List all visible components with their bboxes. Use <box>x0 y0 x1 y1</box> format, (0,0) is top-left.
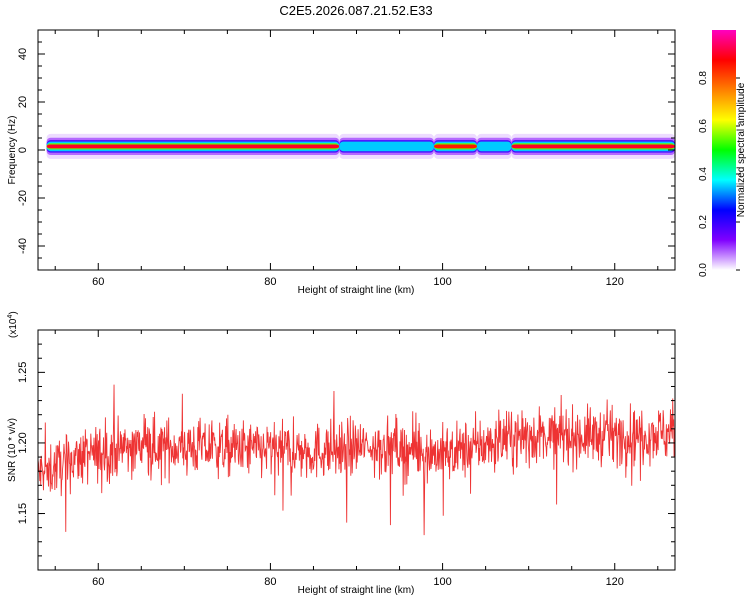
spectrogram-panel: 60 80 100 120 -40 -20 0 20 40 Height of straight… <box>7 29 676 296</box>
colorbar-tick-label: 0.8 <box>698 71 709 85</box>
spectrogram-x-axis-label: Height of straight line (km) <box>298 285 415 296</box>
figure-title: C2E5.2026.087.21.52.E33 <box>279 3 432 18</box>
spectrogram-x-tick-label: 100 <box>433 276 451 288</box>
spectrogram-y-tick-label: 0 <box>17 147 29 153</box>
snr-panel: 60 80 100 120 1.15 1.20 1.25 Height of straigh… <box>7 311 676 596</box>
colorbar: 0.0 0.2 0.4 0.6 0.8 Normalized spectral ampl… <box>698 30 747 277</box>
colorbar-label: Normalized spectral amplitude <box>736 82 747 217</box>
colorbar-tick-label: 0.6 <box>698 119 709 133</box>
spectrogram-y-axis-label: Frequency (Hz) <box>7 116 18 185</box>
spectrogram-y-tick-label: 20 <box>17 96 29 108</box>
spectrogram-x-tick-label: 60 <box>92 276 104 288</box>
spectrogram-y-tick-label: 40 <box>17 48 29 60</box>
spectrogram-segment-4-layer-5 <box>511 144 675 149</box>
spectrogram-y-tick-label: -40 <box>17 238 29 254</box>
colorbar-ticks: 0.0 0.2 0.4 0.6 0.8 <box>698 71 740 277</box>
snr-x-tick-label: 100 <box>433 576 451 588</box>
spectrogram-x-tick-label: 120 <box>606 276 624 288</box>
spectrogram-segment-2-layer-5 <box>433 144 478 149</box>
spectrogram-segment-0-layer-5 <box>46 144 340 149</box>
snr-y-tick-label: 1.20 <box>17 432 29 453</box>
snr-y-tick-label: 1.15 <box>17 503 29 524</box>
snr-x-tick-label: 120 <box>606 576 624 588</box>
snr-y-axis-label: SNR (10 * v/v) <box>7 418 18 482</box>
spectrogram-segment-1-layer-5 <box>339 144 434 149</box>
snr-line-group <box>37 384 676 536</box>
snr-x-tick-label: 80 <box>264 576 276 588</box>
colorbar-tick-label: 0.4 <box>698 167 709 181</box>
snr-y-tick-label: 1.25 <box>17 362 29 383</box>
colorbar-tick-label: 0.0 <box>698 263 709 277</box>
snr-axes: 60 80 100 120 1.15 1.20 1.25 <box>17 329 676 588</box>
spectrogram-y-tick-label: -20 <box>17 190 29 206</box>
snr-multiplier-label: (x104) <box>7 311 19 338</box>
colorbar-tick-label: 0.2 <box>698 215 709 229</box>
spectrogram-axes: 60 80 100 120 -40 -20 0 20 40 <box>17 29 676 288</box>
spectrogram-band <box>46 133 675 159</box>
spectrogram-x-tick-label: 80 <box>264 276 276 288</box>
colorbar-gradient <box>712 30 736 270</box>
snr-x-tick-label: 60 <box>92 576 104 588</box>
snr-series-line <box>37 384 676 536</box>
snr-multiplier: (x104) <box>7 311 19 338</box>
spectrogram-segment-3-layer-5 <box>477 144 512 149</box>
snr-x-axis-label: Height of straight line (km) <box>298 585 415 596</box>
